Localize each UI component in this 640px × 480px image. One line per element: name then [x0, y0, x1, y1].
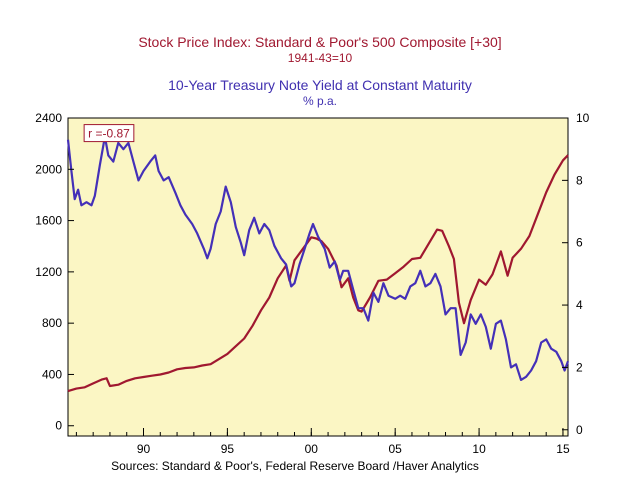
- series-line-sp500: [67, 154, 569, 393]
- chart-title-treasury: 10-Year Treasury Note Yield at Constant …: [168, 77, 472, 93]
- chart-title-sp500: Stock Price Index: Standard & Poor's 500…: [138, 34, 501, 50]
- chart-subtitle-units: % p.a.: [303, 94, 337, 108]
- right-y-tick-label: 0: [576, 423, 583, 437]
- x-tick-label: 00: [305, 442, 319, 456]
- series-layer: [66, 135, 570, 393]
- left-y-tick-label: 2400: [35, 111, 62, 125]
- x-tick-label: 10: [472, 442, 486, 456]
- left-y-axis: 0 400 800 1200 1600 2000 2400: [35, 111, 74, 433]
- right-y-tick-label: 2: [576, 360, 583, 374]
- right-y-axis: 0 2 4 6 8 10: [562, 111, 590, 437]
- annotation-box: [83, 124, 135, 143]
- series-line-treasury-yield: [66, 135, 570, 381]
- x-axis: 90 95 00 05 10 15: [75, 428, 570, 456]
- right-y-tick-label: 8: [576, 173, 583, 187]
- plot-area: [67, 117, 569, 437]
- left-y-tick-label: 400: [42, 367, 62, 381]
- x-tick-label: 05: [389, 442, 403, 456]
- correlation-annotation: r =-0.87: [83, 124, 135, 143]
- x-tick-label: 95: [221, 442, 235, 456]
- right-y-tick-label: 10: [576, 111, 590, 125]
- right-y-tick-label: 6: [576, 236, 583, 250]
- left-y-tick-label: 2000: [35, 162, 62, 176]
- annotation-text: r =-0.87: [88, 127, 130, 141]
- left-y-tick-label: 1600: [35, 214, 62, 228]
- right-y-tick-label: 4: [576, 298, 583, 312]
- source-note: Sources: Standard & Poor's, Federal Rese…: [111, 459, 479, 473]
- left-y-tick-label: 1200: [35, 265, 62, 279]
- left-y-tick-label: 0: [55, 419, 62, 433]
- x-tick-label: 90: [137, 442, 151, 456]
- x-tick-label: 15: [556, 442, 570, 456]
- chart-subtitle-base: 1941-43=10: [288, 51, 353, 65]
- left-y-tick-label: 800: [42, 316, 62, 330]
